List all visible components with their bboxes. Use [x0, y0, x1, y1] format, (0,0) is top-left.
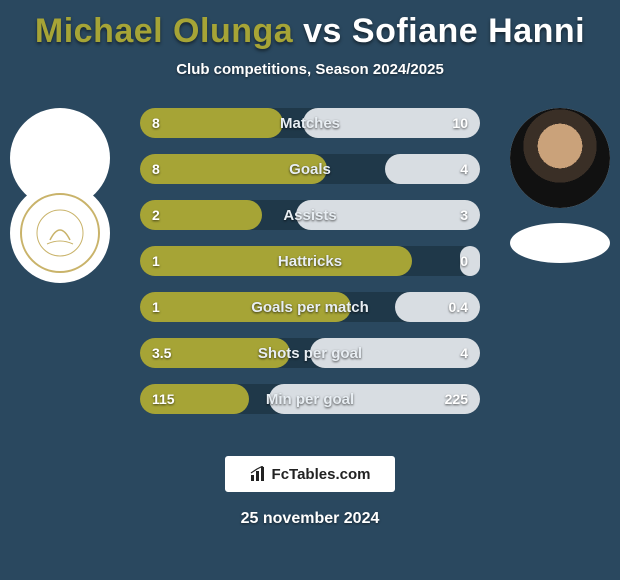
stat-row: 810Matches	[140, 108, 480, 138]
player1-club-badge	[10, 183, 110, 283]
vs-text: vs	[303, 12, 342, 50]
player1-bar	[140, 154, 327, 184]
stat-row: 84Goals	[140, 154, 480, 184]
stat-row: 10Hattricks	[140, 246, 480, 276]
player1-bar	[140, 292, 351, 322]
player2-value: 10	[452, 108, 468, 138]
stat-row: 10.4Goals per match	[140, 292, 480, 322]
player2-photo	[510, 108, 610, 208]
player1-value: 2	[152, 200, 160, 230]
brand-badge: FcTables.com	[225, 456, 395, 492]
player2-value: 0.4	[449, 292, 468, 322]
player2-value: 4	[460, 338, 468, 368]
player2-value: 3	[460, 200, 468, 230]
stat-bars: 810Matches84Goals23Assists10Hattricks10.…	[140, 108, 480, 430]
player2-value: 4	[460, 154, 468, 184]
player2-name: Sofiane Hanni	[352, 12, 585, 50]
player1-value: 115	[152, 384, 175, 414]
comparison-stage: 810Matches84Goals23Assists10Hattricks10.…	[0, 108, 620, 438]
player1-value: 3.5	[152, 338, 171, 368]
stat-row: 115225Min per goal	[140, 384, 480, 414]
player2-value: 225	[445, 384, 468, 414]
player2-value: 0	[460, 246, 468, 276]
stat-row: 3.54Shots per goal	[140, 338, 480, 368]
player2-club-badge	[510, 223, 610, 263]
player2-bar	[310, 338, 480, 368]
player2-avatar	[510, 108, 610, 208]
player2-bar	[296, 200, 480, 230]
player1-name: Michael Olunga	[35, 12, 293, 50]
date-text: 25 november 2024	[0, 510, 620, 528]
stat-row: 23Assists	[140, 200, 480, 230]
club-badge-icon	[20, 193, 100, 273]
player1-value: 1	[152, 292, 160, 322]
player1-bar	[140, 246, 412, 276]
player1-value: 8	[152, 154, 160, 184]
player1-value: 1	[152, 246, 160, 276]
brand-text: FcTables.com	[272, 466, 371, 483]
chart-icon	[250, 466, 268, 482]
subtitle: Club competitions, Season 2024/2025	[0, 61, 620, 78]
player1-value: 8	[152, 108, 160, 138]
player1-bar	[140, 108, 283, 138]
page-title: Michael Olunga vs Sofiane Hanni	[0, 0, 620, 51]
